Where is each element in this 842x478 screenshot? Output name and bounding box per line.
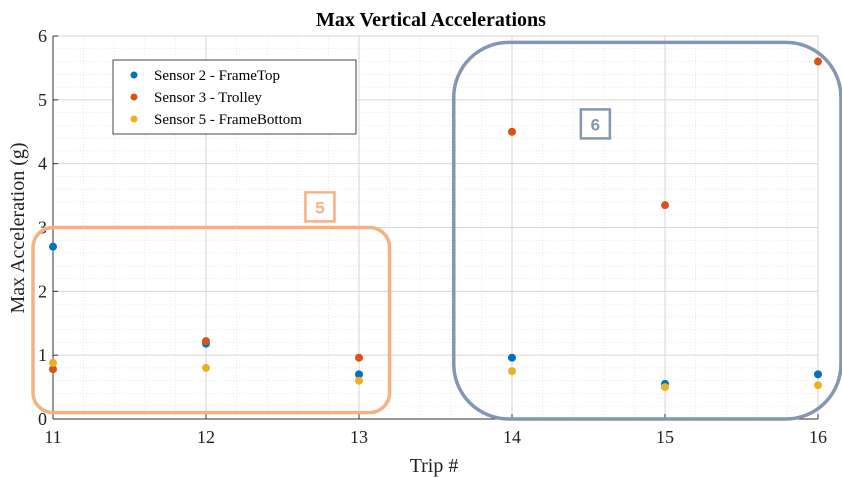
data-point-series-1 (814, 370, 822, 379)
legend-marker-3 (130, 115, 138, 123)
legend-marker-1 (130, 71, 138, 79)
data-point-series-3 (49, 358, 57, 367)
data-point-series-2 (508, 127, 516, 136)
data-point-series-2 (202, 337, 210, 346)
callout-label-5: 5 (315, 198, 324, 217)
x-tick-label: 11 (44, 427, 61, 447)
x-tick-label: 15 (656, 427, 674, 447)
chart-title: Max Vertical Accelerations (316, 9, 546, 31)
y-tick-label: 0 (38, 409, 47, 429)
legend-entry-2: Sensor 3 - Trolley (154, 90, 262, 106)
y-tick-label: 2 (38, 281, 47, 301)
data-point-series-1 (508, 353, 516, 362)
legend-entry-3: Sensor 5 - FrameBottom (154, 112, 302, 128)
legend-marker-2 (130, 93, 138, 101)
data-point-series-2 (355, 353, 363, 362)
callout-label-6: 6 (591, 115, 600, 134)
data-point-series-3 (355, 376, 363, 385)
y-tick-label: 1 (38, 345, 47, 365)
y-tick-label: 6 (38, 26, 47, 46)
x-tick-label: 14 (503, 427, 521, 447)
data-point-series-3 (814, 381, 822, 390)
callout-badge-5 (304, 191, 336, 223)
x-tick-label: 16 (809, 427, 827, 447)
data-points (49, 57, 822, 392)
callout-box-6 (452, 40, 842, 421)
legend-box (112, 59, 357, 135)
legend-entry-1: Sensor 2 - FrameTop (154, 68, 280, 84)
callout-box-5 (31, 225, 392, 415)
data-point-series-2 (661, 201, 669, 210)
data-point-series-1 (49, 242, 57, 251)
data-point-series-2 (49, 365, 57, 374)
callouts: 56 (31, 40, 842, 421)
y-tick-label: 4 (38, 154, 47, 174)
x-axis-label: Trip # (410, 455, 459, 477)
data-point-series-1 (355, 370, 363, 379)
y-tick-label: 3 (38, 218, 47, 238)
data-point-series-3 (508, 367, 516, 376)
y-axis-label: Max Acceleration (g) (7, 142, 29, 313)
legend: Sensor 2 - FrameTop Sensor 3 - Trolley Sen… (112, 59, 357, 135)
x-tick-label: 12 (197, 427, 215, 447)
x-tick-label: 13 (350, 427, 368, 447)
callout-badge-6 (579, 108, 612, 140)
data-point-series-2 (814, 57, 822, 66)
y-tick-label: 5 (38, 90, 47, 110)
data-point-series-3 (661, 383, 669, 392)
data-point-series-3 (202, 363, 210, 372)
